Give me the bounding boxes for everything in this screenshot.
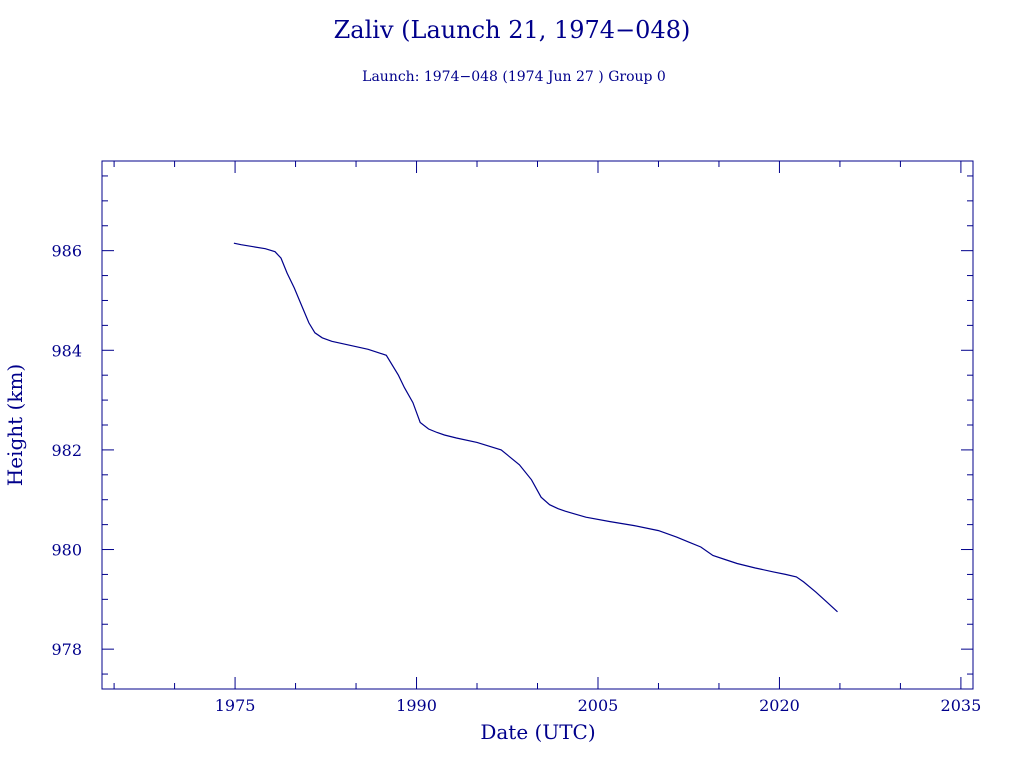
y-tick-label: 982 [51, 441, 82, 460]
x-tick-label: 1990 [396, 696, 437, 715]
y-tick-label: 980 [51, 541, 82, 560]
y-axis-label: Height (km) [3, 364, 27, 486]
y-tick-label: 984 [51, 341, 82, 360]
x-axis-tick-labels: 1975 1990 2005 2020 2035 [215, 696, 982, 715]
x-tick-label: 2020 [759, 696, 800, 715]
y-axis-tick-labels: 978 980 982 984 986 [51, 242, 82, 659]
x-tick-label: 2035 [941, 696, 982, 715]
x-axis-label: Date (UTC) [480, 720, 595, 744]
plot-frame [101, 160, 974, 690]
chart-subtitle: Launch: 1974−048 (1974 Jun 27 ) Group 0 [362, 69, 666, 85]
y-tick-label: 986 [51, 242, 82, 261]
chart-title: Zaliv (Launch 21, 1974−048) [334, 16, 691, 44]
x-tick-label: 1975 [215, 696, 256, 715]
y-axis-ticks [102, 175, 973, 675]
x-tick-label: 2005 [578, 696, 619, 715]
height-series-line [233, 242, 838, 613]
y-tick-label: 978 [51, 640, 82, 659]
x-axis-ticks [113, 161, 962, 689]
